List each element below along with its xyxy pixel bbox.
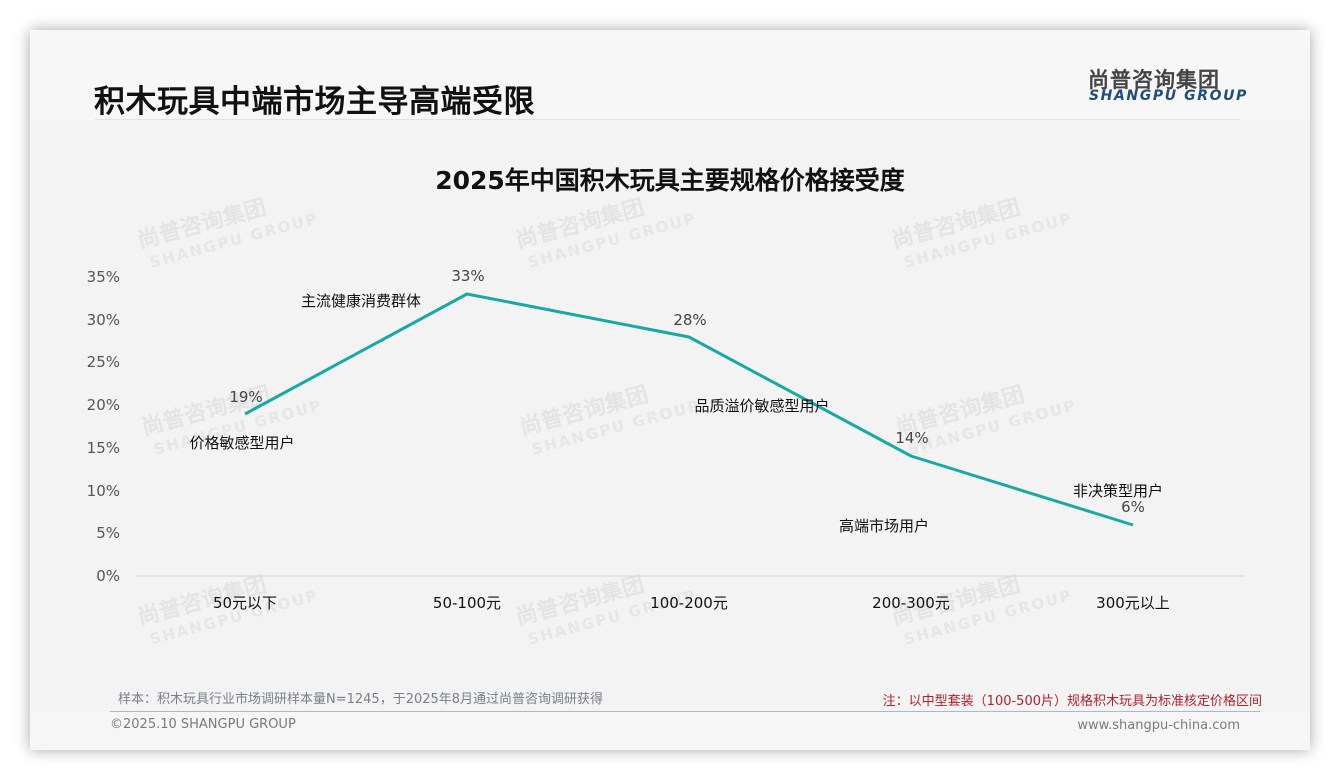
y-tick: 10% (87, 482, 120, 500)
line-chart: 尚普咨询集团 SHANGPU GROUP 尚普咨询集团 SHANGPU GROU… (87, 195, 1245, 649)
watermark: 尚普咨询集团 SHANGPU GROUP (513, 572, 699, 649)
x-tick: 100-200元 (650, 594, 728, 612)
x-tick: 300元以上 (1096, 594, 1170, 612)
y-tick: 15% (87, 439, 120, 457)
data-label: 19% (229, 388, 262, 406)
website-link[interactable]: www.shangpu-china.com (1077, 718, 1240, 733)
annotation: 非决策型用户 (1073, 482, 1163, 500)
slide-card: 积木玩具中端市场主导高端受限 尚普咨询集团 SHANGPU GROUP 尚普咨询… (30, 30, 1310, 750)
logo-english: SHANGPU GROUP (1089, 88, 1248, 104)
y-tick: 0% (96, 567, 120, 585)
page-title: 积木玩具中端市场主导高端受限 (94, 84, 535, 120)
y-tick: 20% (87, 396, 120, 414)
annotation: 品质溢价敏感型用户 (694, 397, 829, 415)
watermarks: 尚普咨询集团 SHANGPU GROUP 尚普咨询集团 SHANGPU GROU… (135, 195, 1079, 649)
data-labels: 19% 33% 28% 14% 6% (229, 267, 1145, 516)
annotation: 价格敏感型用户 (189, 434, 294, 452)
y-axis: 0% 5% 10% 15% 20% 25% 30% 35% (87, 268, 120, 585)
x-tick: 50元以下 (213, 594, 277, 612)
y-tick: 25% (87, 353, 120, 371)
data-label: 14% (895, 429, 928, 447)
annotations: 价格敏感型用户 主流健康消费群体 品质溢价敏感型用户 高端市场用户 非决策型用户 (189, 292, 1163, 535)
footer-band (30, 712, 1310, 750)
watermark: 尚普咨询集团 SHANGPU GROUP (517, 382, 703, 459)
header-divider (95, 119, 1240, 120)
data-label: 28% (673, 311, 706, 329)
x-tick: 200-300元 (872, 594, 950, 612)
annotation: 主流健康消费群体 (301, 292, 421, 310)
y-tick: 5% (96, 524, 120, 542)
header-band (30, 30, 1310, 120)
footer-divider (110, 711, 1260, 712)
copyright: ©2025.10 SHANGPU GROUP (110, 717, 296, 732)
y-tick: 30% (87, 311, 120, 329)
sample-note: 样本：积木玩具行业市场调研样本量N=1245，于2025年8月通过尚普咨询调研获… (118, 692, 604, 707)
x-tick: 50-100元 (433, 594, 501, 612)
chart-title: 2025年中国积木玩具主要规格价格接受度 (435, 166, 905, 195)
data-line (244, 292, 1134, 527)
annotation: 高端市场用户 (839, 517, 929, 535)
logo-chinese: 尚普咨询集团 (1088, 68, 1220, 92)
x-axis: 50元以下 50-100元 100-200元 200-300元 300元以上 (213, 594, 1170, 612)
data-label: 6% (1121, 498, 1145, 516)
y-tick: 35% (87, 268, 120, 286)
data-label: 33% (451, 267, 484, 285)
price-range-note: 注：以中型套装（100-500片）规格积木玩具为标准核定价格区间 (882, 694, 1262, 709)
